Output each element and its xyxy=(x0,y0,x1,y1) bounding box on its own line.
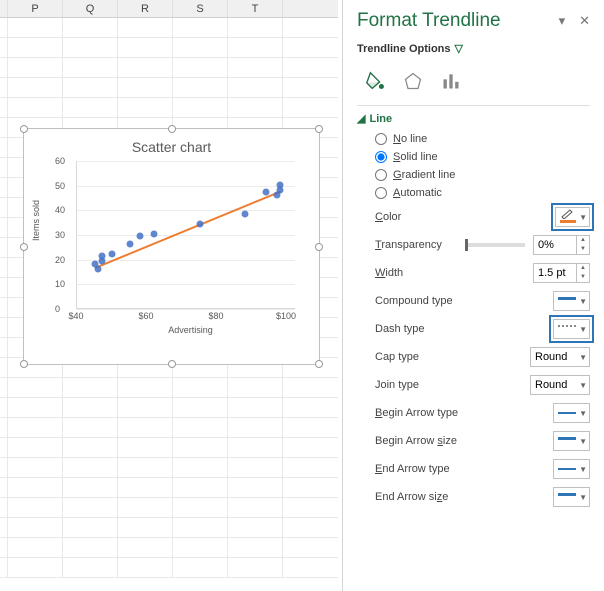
radio-automatic[interactable] xyxy=(375,187,387,199)
column-headers: P Q R S T xyxy=(0,0,338,18)
tab-effects[interactable] xyxy=(401,69,425,93)
begin-arrow-size-label: Begin Arrow size xyxy=(375,435,457,447)
begin-arrow-size-dropdown[interactable]: ▼ xyxy=(553,431,590,451)
dash-type-label: Dash type xyxy=(375,323,425,335)
end-arrow-type-label: End Arrow type xyxy=(375,463,450,475)
worksheet[interactable]: P Q R S T Scatter chart Items sold 01020… xyxy=(0,0,338,591)
cap-type-dropdown[interactable]: Round▼ xyxy=(530,347,590,367)
format-trendline-panel: Format Trendline ▾ ✕ Trendline Options ▽… xyxy=(342,0,604,591)
section-line[interactable]: ◢ Line xyxy=(357,112,590,125)
transparency-slider[interactable] xyxy=(465,243,525,247)
radio-solid-line-label[interactable]: Solid line xyxy=(393,151,438,163)
panel-title: Format Trendline xyxy=(357,10,501,32)
x-axis-title[interactable]: Advertising xyxy=(76,325,305,335)
join-type-label: Join type xyxy=(375,379,419,391)
resize-handle[interactable] xyxy=(20,360,28,368)
col-header[interactable]: T xyxy=(228,0,283,17)
cap-type-label: Cap type xyxy=(375,351,419,363)
begin-arrow-type-label: Begin Arrow type xyxy=(375,407,458,419)
radio-gradient-line-label[interactable]: Gradient line xyxy=(393,169,455,181)
col-header[interactable]: R xyxy=(118,0,173,17)
col-header[interactable]: S xyxy=(173,0,228,17)
compound-type-dropdown[interactable]: ▼ xyxy=(553,291,590,311)
dash-type-dropdown[interactable]: ▼ xyxy=(553,319,590,339)
panel-menu-icon[interactable]: ▾ xyxy=(559,13,566,29)
radio-automatic-label[interactable]: Automatic xyxy=(393,187,442,199)
join-type-dropdown[interactable]: Round▼ xyxy=(530,375,590,395)
begin-arrow-type-dropdown[interactable]: ▼ xyxy=(553,403,590,423)
radio-solid-line[interactable] xyxy=(375,151,387,163)
plot-area[interactable]: 0102030405060 xyxy=(76,161,295,309)
transparency-label: Transparency xyxy=(375,239,442,251)
width-input[interactable]: ▲▼ xyxy=(533,263,590,283)
radio-no-line[interactable] xyxy=(375,133,387,145)
end-arrow-size-label: End Arrow size xyxy=(375,491,448,503)
tab-fill-line[interactable] xyxy=(363,69,387,93)
resize-handle[interactable] xyxy=(168,125,176,133)
y-axis-title[interactable]: Items sold xyxy=(31,200,41,241)
transparency-input[interactable]: ▲▼ xyxy=(533,235,590,255)
col-header[interactable]: Q xyxy=(63,0,118,17)
compound-type-label: Compound type xyxy=(375,295,453,307)
resize-handle[interactable] xyxy=(315,243,323,251)
resize-handle[interactable] xyxy=(20,125,28,133)
end-arrow-size-dropdown[interactable]: ▼ xyxy=(553,487,590,507)
collapse-icon: ◢ xyxy=(357,112,365,125)
radio-no-line-label[interactable]: No line xyxy=(393,133,427,145)
resize-handle[interactable] xyxy=(20,243,28,251)
width-label: Width xyxy=(375,267,403,279)
resize-handle[interactable] xyxy=(168,360,176,368)
close-icon[interactable]: ✕ xyxy=(579,13,590,29)
radio-gradient-line[interactable] xyxy=(375,169,387,181)
resize-handle[interactable] xyxy=(315,360,323,368)
end-arrow-type-dropdown[interactable]: ▼ xyxy=(553,459,590,479)
resize-handle[interactable] xyxy=(315,125,323,133)
color-dropdown[interactable]: ▼ xyxy=(555,207,590,227)
chart-title[interactable]: Scatter chart xyxy=(38,139,305,155)
pen-icon xyxy=(560,211,576,223)
panel-subtitle[interactable]: Trendline Options xyxy=(357,43,451,55)
color-label: Color xyxy=(375,211,401,223)
dropdown-icon[interactable]: ▽ xyxy=(455,42,463,55)
tab-options[interactable] xyxy=(439,69,463,93)
chart-object[interactable]: Scatter chart Items sold 0102030405060 $… xyxy=(23,128,320,365)
col-header[interactable]: P xyxy=(8,0,63,17)
